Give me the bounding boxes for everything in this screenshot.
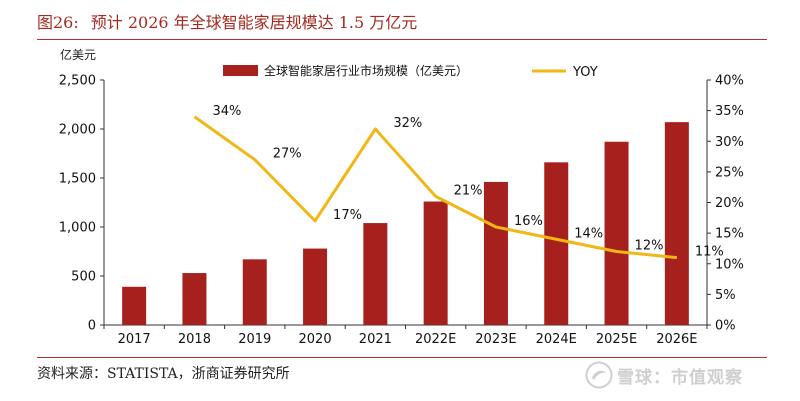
x-tick-label: 2023E (475, 332, 516, 347)
y-tick-label: 1,500 (59, 172, 96, 187)
y2-tick-label: 20% (715, 196, 744, 211)
bar (182, 273, 207, 325)
yoy-data-label: 32% (393, 116, 422, 131)
y2-tick-label: 25% (715, 165, 744, 180)
bar (423, 201, 448, 325)
footer-divider (37, 357, 767, 358)
bar (303, 248, 328, 325)
x-tick-label: 2025E (596, 332, 637, 347)
yoy-data-label: 21% (454, 183, 483, 198)
y2-tick-label: 35% (715, 104, 744, 119)
y-tick-label: 1,000 (59, 221, 96, 236)
watermark-text: 雪球：市值观察 (617, 367, 743, 388)
x-tick-label: 2026E (656, 332, 697, 347)
bar (544, 162, 569, 325)
snowball-logo-icon (585, 361, 613, 389)
yoy-line (193, 115, 678, 260)
figure-title-text: 预计 2026 年全球智能家居规模达 1.5 万亿元 (90, 13, 418, 32)
y2-tick-label: 30% (715, 135, 744, 150)
legend-bar-label: 全球智能家居行业市场规模（亿美元） (264, 63, 468, 78)
source-note: 资料来源：STATISTA，浙商证券研究所 (37, 366, 290, 382)
yoy-data-label: 14% (574, 226, 603, 241)
x-tick-label: 2018 (178, 332, 211, 347)
figure-label: 图26: (37, 13, 79, 32)
y-tick-label: 0 (88, 319, 96, 334)
y-axis-title: 亿美元 (60, 47, 96, 62)
bar (483, 181, 508, 325)
title-divider (37, 39, 767, 40)
bar (604, 141, 629, 325)
x-tick-label: 2020 (299, 332, 332, 347)
x-tick-label: 2017 (118, 332, 151, 347)
yoy-data-label: 12% (635, 239, 664, 254)
watermark: 雪球：市值观察 (585, 360, 743, 390)
y2-tick-label: 15% (715, 227, 744, 242)
legend-line-label: YOY (572, 65, 598, 80)
y2-tick-label: 40% (715, 74, 744, 89)
bar (122, 286, 147, 325)
y-tick-label: 2,000 (59, 123, 96, 138)
yoy-data-label: 16% (514, 214, 543, 229)
x-tick-label: 2021 (359, 332, 392, 347)
y-tick-label: 2,500 (59, 74, 96, 89)
legend-bar-swatch (223, 65, 258, 76)
yoy-data-label: 17% (333, 208, 362, 223)
x-tick-label: 2024E (536, 332, 577, 347)
bar (242, 259, 267, 325)
yoy-data-label: 27% (273, 147, 302, 162)
bar (363, 223, 388, 325)
x-tick-label: 2022E (415, 332, 456, 347)
yoy-data-label: 11% (695, 245, 724, 260)
x-tick-label: 2019 (238, 332, 271, 347)
y2-tick-label: 5% (715, 288, 736, 303)
figure-title: 图26: 预计 2026 年全球智能家居规模达 1.5 万亿元 (37, 10, 767, 36)
y2-tick-label: 0% (715, 319, 736, 334)
bar (664, 122, 689, 325)
y2-tick-label: 10% (715, 257, 744, 272)
y-tick-label: 500 (71, 270, 96, 285)
yoy-data-label: 34% (212, 104, 241, 119)
